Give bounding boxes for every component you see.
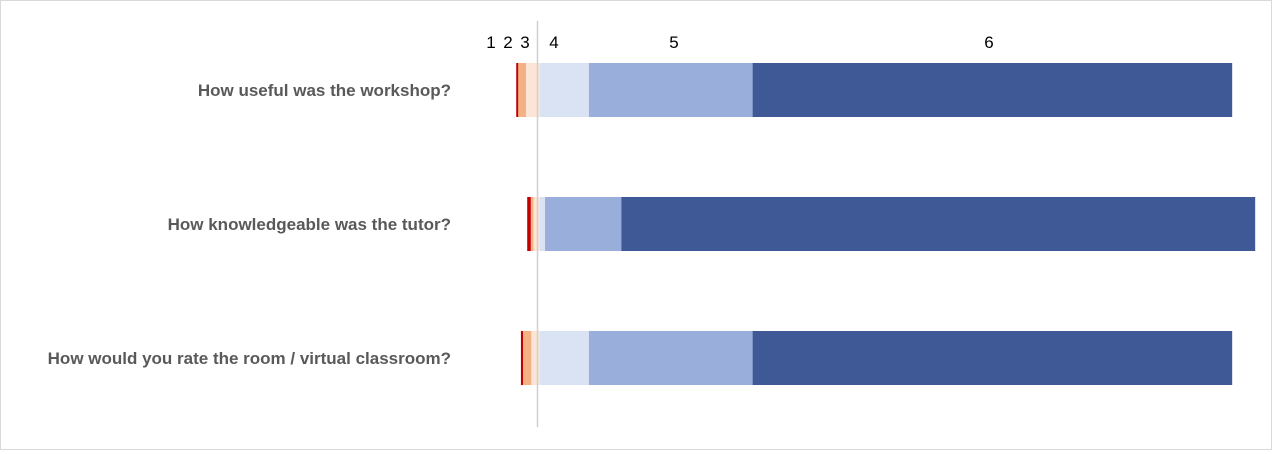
bar-segment-q3-rating-4	[539, 331, 589, 385]
bar-segment-q2-rating-3	[533, 197, 540, 251]
bar-segment-q2-rating-1	[527, 197, 531, 251]
legend-label-1: 1	[486, 33, 495, 52]
bar-segment-q1-rating-6	[752, 63, 1233, 117]
bar-segment-q2-rating-6	[621, 197, 1256, 251]
bar-segment-q1-rating-4	[539, 63, 589, 117]
bar-segment-q1-rating-3	[526, 63, 540, 117]
bars-layer	[516, 63, 1256, 385]
category-label-3: How would you rate the room / virtual cl…	[48, 349, 451, 368]
category-labels: How useful was the workshop? How knowledg…	[48, 81, 451, 368]
category-label-2: How knowledgeable was the tutor?	[168, 215, 451, 234]
bar-segment-q3-rating-3	[531, 331, 540, 385]
bar-segment-q1-rating-1	[516, 63, 519, 117]
category-label-1: How useful was the workshop?	[198, 81, 451, 100]
bar-segment-q2-rating-5	[544, 197, 622, 251]
bar-segment-q1-rating-2	[518, 63, 527, 117]
bar-segment-q3-rating-5	[588, 331, 753, 385]
bar-segment-q3-rating-1	[520, 331, 524, 385]
legend-label-4: 4	[549, 33, 558, 52]
legend-label-3: 3	[520, 33, 529, 52]
bar-segment-q3-rating-6	[752, 331, 1233, 385]
legend-label-5: 5	[669, 33, 678, 52]
legend-label-6: 6	[984, 33, 993, 52]
bar-segment-q3-rating-2	[523, 331, 532, 385]
bar-segment-q2-rating-4	[539, 197, 545, 251]
bar-segment-q1-rating-5	[588, 63, 753, 117]
legend-label-2: 2	[503, 33, 512, 52]
bar-segment-q2-rating-2	[530, 197, 534, 251]
